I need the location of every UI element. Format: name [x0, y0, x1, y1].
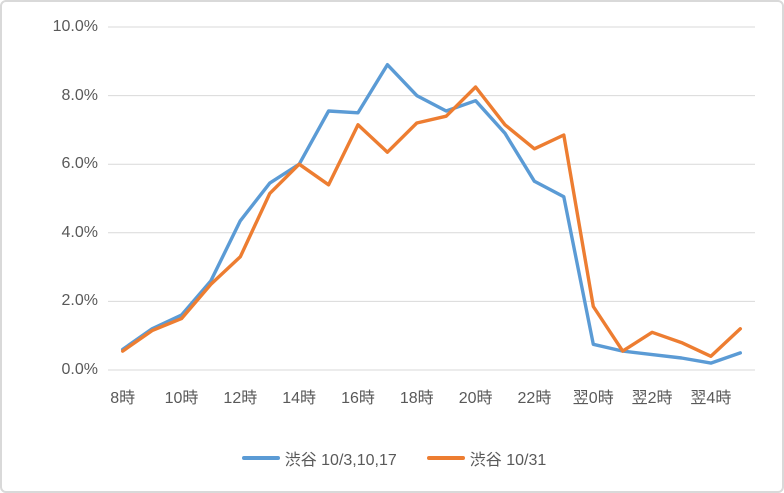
x-tick-label: 16時	[341, 390, 375, 407]
series-lines	[120, 63, 742, 365]
series-line-1	[120, 85, 742, 358]
y-tick-label: 0.0%	[61, 361, 98, 378]
gridlines	[108, 26, 755, 371]
x-tick-label: 翌2時	[631, 390, 673, 407]
legend-swatch-blue-line-icon	[241, 456, 280, 460]
x-tick-label: 翌0時	[572, 390, 614, 407]
x-tick-label: 20時	[458, 390, 493, 407]
series-line-0	[120, 63, 742, 365]
legend-item-series-0: 渋谷 10/3,10,17	[241, 446, 397, 470]
x-tick-label: 18時	[399, 390, 434, 407]
y-tick-label: 2.0%	[61, 292, 98, 310]
x-tick-label: 14時	[282, 390, 317, 407]
y-tick-label: 8.0%	[61, 86, 98, 104]
y-tick-label: 6.0%	[61, 155, 98, 173]
legend-item-series-1: 渋谷 10/31	[426, 446, 547, 470]
plot-area	[108, 26, 755, 371]
legend-label-series-1: 渋谷 10/31	[469, 452, 547, 469]
legend: 渋谷 10/3,10,17 渋谷 10/31	[2, 446, 782, 470]
x-tick-label: 12時	[223, 390, 258, 407]
y-tick-label: 4.0%	[61, 223, 98, 241]
x-tick-label: 10時	[164, 390, 199, 407]
x-tick-label: 8時	[110, 390, 136, 407]
legend-label-series-0: 渋谷 10/3,10,17	[284, 452, 397, 469]
x-tick-label: 22時	[517, 390, 552, 407]
legend-swatch-orange-line-icon	[426, 456, 465, 460]
x-tick-label: 翌4時	[690, 390, 732, 407]
y-tick-label: 10.0%	[52, 18, 98, 35]
